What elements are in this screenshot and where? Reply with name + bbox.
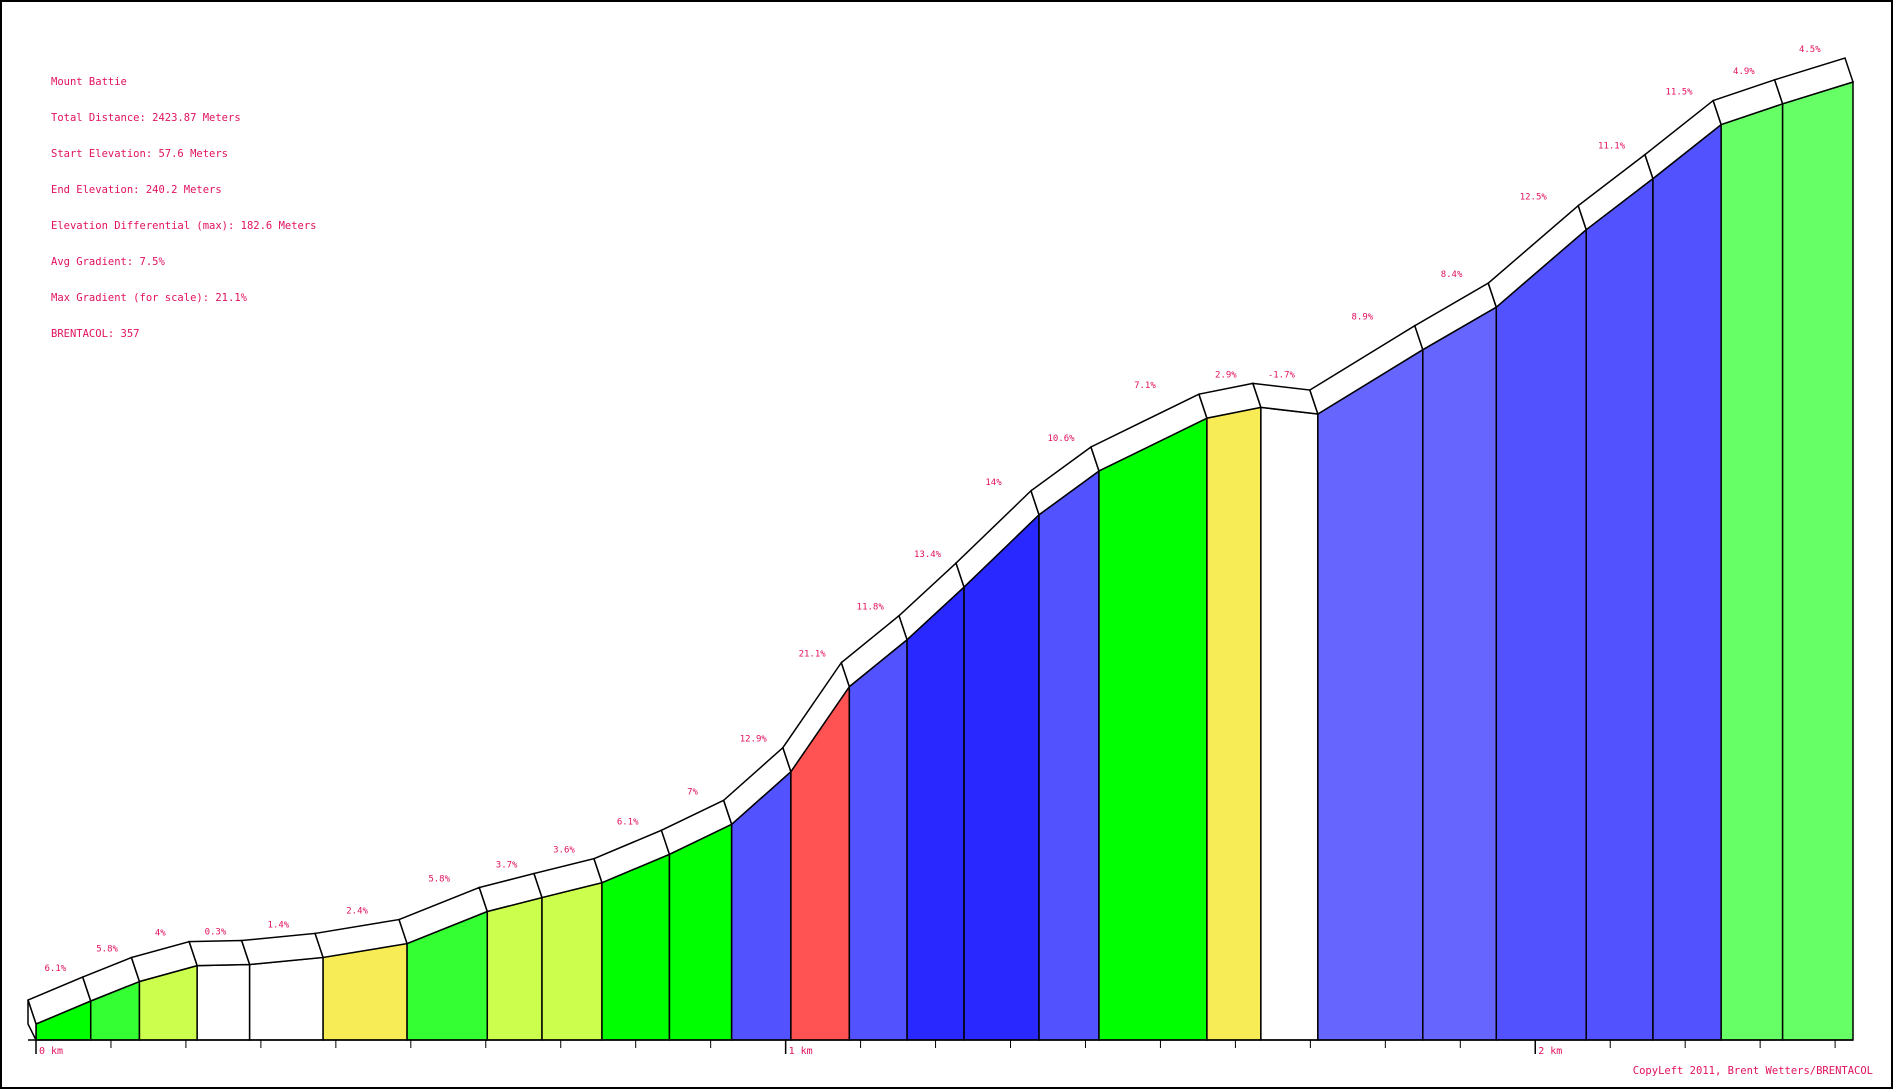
gradient-label: 3.7% [496,861,518,871]
start-elevation-text: Start Elevation: 57.6 Meters [51,148,229,160]
route-title: Mount Battie [51,76,127,88]
copyleft-text: CopyLeft 2011, Brent Wetters/BRENTACOL [1632,1065,1873,1077]
gradient-label: 6.1% [45,964,67,974]
gradient-segment [906,585,965,1041]
end-elevation-text: End Elevation: 240.2 Meters [51,184,222,196]
total-distance-text: Total Distance: 2423.87 Meters [51,112,241,124]
gradient-label: 1.4% [268,920,290,930]
gradient-segment [248,956,324,1041]
gradient-label: 3.6% [553,846,575,856]
road-band-segment [188,939,251,967]
gradient-segment [1260,406,1319,1041]
gradient-segment [196,963,251,1041]
gradient-segment [1206,406,1262,1041]
avg-gradient-text: Avg Gradient: 7.5% [51,256,165,268]
gradient-label: 11.8% [857,603,885,613]
gradient-segment [1422,305,1498,1041]
gradient-label: 13.4% [914,550,942,560]
gradient-label: 2.4% [346,907,368,917]
gradient-segment [1038,469,1100,1041]
road-band-segment [1773,57,1854,105]
gradient-label: 8.4% [1441,270,1463,280]
gradient-segment [1495,228,1587,1041]
route-info-panel: Mount Battie Total Distance: 2423.87 Met… [51,52,317,364]
gradient-segment [848,638,908,1041]
gradient-segment [486,896,543,1041]
gradient-segment [1720,102,1784,1041]
gradient-label: -1.7% [1268,370,1296,380]
gradient-label: 7% [687,787,698,797]
gradient-label: 4% [155,929,166,939]
x-tick-label: 1 km [789,1046,813,1057]
gradient-label: 8.9% [1351,313,1373,323]
gradient-label: 21.1% [799,650,827,660]
gradient-segment [963,513,1040,1041]
gradient-label: 4.9% [1733,67,1755,77]
gradient-label: 12.9% [740,735,768,745]
gradient-label: 5.8% [96,945,118,955]
gradient-segment [1098,416,1208,1041]
max-gradient-text: Max Gradient (for scale): 21.1% [51,292,247,304]
gradient-segment [1317,348,1424,1041]
x-tick-label: 0 km [39,1046,63,1057]
gradient-label: 7.1% [1134,381,1156,391]
gradient-segment [1781,80,1854,1041]
gradient-label: 11.5% [1666,88,1694,98]
gradient-segment [1585,177,1654,1041]
gradient-segment [668,823,733,1041]
gradient-label: 4.5% [1799,45,1821,55]
x-tick-label: 2 km [1538,1046,1562,1057]
brentacol-score-text: BRENTACOL: 357 [51,328,140,340]
gradient-segment [322,942,408,1041]
gradient-label: 0.3% [205,928,227,938]
gradient-label: 10.6% [1047,434,1075,444]
gradient-label: 2.9% [1215,370,1237,380]
elevation-differential-text: Elevation Differential (max): 182.6 Mete… [51,220,317,232]
gradient-label: 14% [985,478,1002,488]
road-band-start [27,999,37,1041]
gradient-segment [541,881,603,1041]
gradient-label: 6.1% [617,817,639,827]
gradient-label: 12.5% [1520,193,1548,203]
gradient-segment [601,853,671,1041]
gradient-segment [1652,123,1722,1041]
gradient-label: 5.8% [428,874,450,884]
gradient-label: 11.1% [1598,142,1626,152]
